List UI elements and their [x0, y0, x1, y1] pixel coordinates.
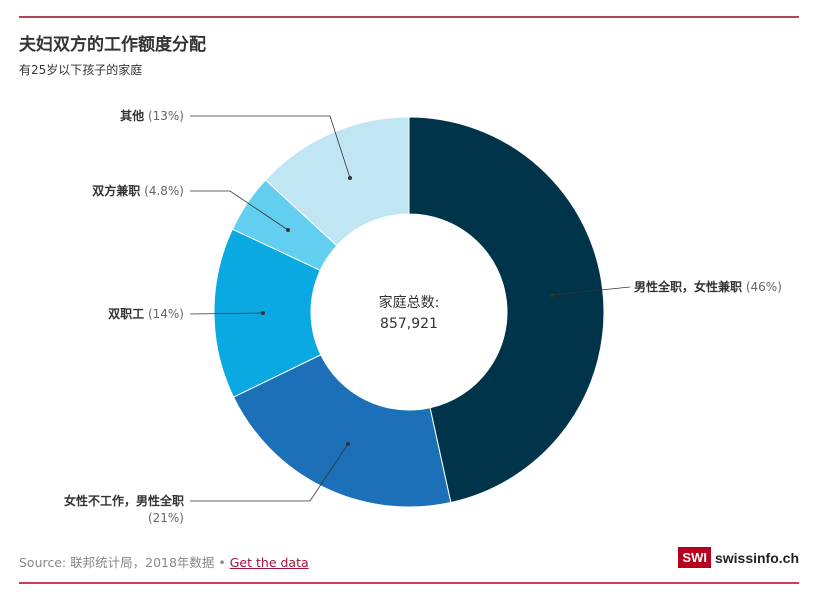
leader-dot: [346, 442, 350, 446]
source-text: Source: 联邦统计局，2018年数据 •: [19, 555, 230, 570]
slice-label-4: 其他 (13%): [120, 108, 184, 123]
leader-line-0: [551, 286, 631, 296]
slice-label-2: 双职工 (14%): [108, 307, 184, 321]
slice-4: [264, 116, 410, 247]
slice-label-1: 女性不工作，男性全职: [64, 493, 184, 508]
leader-dot: [550, 293, 554, 297]
center-label: 家庭总数:: [379, 294, 440, 311]
slice-label-0: 男性全职，女性兼职 (46%): [634, 279, 782, 294]
top-rule: [19, 16, 799, 18]
center-value: 857,921: [380, 316, 438, 332]
leader-dot: [261, 311, 265, 315]
logo-text: swissinfo.ch: [714, 549, 799, 566]
leader-line-1: [190, 443, 349, 502]
get-data-link[interactable]: Get the data: [229, 555, 309, 570]
slice-pct-1: (21%): [148, 511, 184, 525]
leader-line-3: [190, 190, 289, 231]
footer-source: Source: 联邦统计局，2018年数据 • Get the data: [19, 552, 309, 571]
chart-title: 夫妇双方的工作额度分配: [19, 35, 206, 55]
leader-line-4: [190, 115, 351, 179]
slice-label-3: 双方兼职 (4.8%): [92, 183, 184, 198]
leader-dot: [286, 228, 290, 232]
slice-1: [232, 354, 452, 508]
logo-box: SWI: [678, 547, 711, 568]
leader-line-2: [189, 312, 264, 315]
leader-dot: [348, 176, 352, 180]
swissinfo-logo[interactable]: SWI swissinfo.ch: [678, 547, 799, 568]
chart-subtitle: 有25岁以下孩子的家庭: [19, 63, 143, 77]
bottom-rule: [19, 582, 799, 584]
slice-0: [408, 116, 605, 504]
